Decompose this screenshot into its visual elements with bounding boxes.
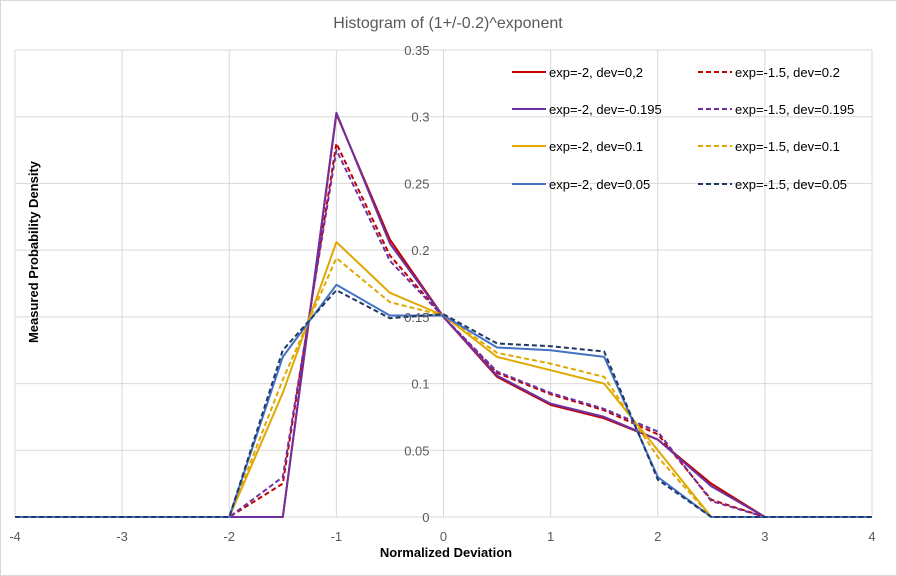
legend-label-4: exp=-1.5, dev=0.195 — [735, 102, 854, 117]
y-tick-labels: 0 0.05 0.1 0.15 0.2 0.25 0.3 0.35 — [404, 43, 429, 525]
legend-label-7: exp=-2, dev=0.05 — [549, 177, 650, 192]
series-line-5 — [15, 241, 872, 518]
legend-label-5: exp=-2, dev=0.1 — [549, 139, 643, 154]
y-tick-label: 0.15 — [404, 310, 429, 325]
series-line-6 — [15, 257, 872, 518]
legend: exp=-2, dev=0,2 exp=-1.5, dev=0.2 exp=-2, … — [512, 65, 854, 192]
legend-label-1: exp=-2, dev=0,2 — [549, 65, 643, 80]
y-tick-label: 0.2 — [411, 243, 429, 258]
x-tick-label: -4 — [9, 529, 21, 544]
x-axis-title: Normalized Deviation — [380, 545, 512, 560]
y-tick-label: 0.1 — [411, 377, 429, 392]
x-tick-label: -3 — [116, 529, 128, 544]
series-layer — [15, 111, 872, 518]
grid — [14, 49, 873, 518]
series-line-3 — [15, 111, 872, 518]
legend-label-3: exp=-2, dev=-0.195 — [549, 102, 662, 117]
x-tick-label: 0 — [440, 529, 447, 544]
legend-label-6: exp=-1.5, dev=0.1 — [735, 139, 840, 154]
legend-label-8: exp=-1.5, dev=0.05 — [735, 177, 847, 192]
chart-title: Histogram of (1+/-0.2)^exponent — [333, 15, 563, 32]
series-line-4 — [15, 149, 872, 518]
y-tick-label: 0.05 — [404, 443, 429, 458]
y-tick-label: 0.25 — [404, 176, 429, 191]
y-tick-label: 0.3 — [411, 110, 429, 125]
x-tick-label: -1 — [331, 529, 343, 544]
y-axis-title: Measured Probability Density — [26, 160, 41, 343]
series-line-8 — [15, 289, 872, 518]
x-tick-label: 3 — [761, 529, 768, 544]
x-tick-label: 2 — [654, 529, 661, 544]
x-tick-label: 4 — [868, 529, 875, 544]
legend-label-2: exp=-1.5, dev=0.2 — [735, 65, 840, 80]
x-tick-label: -2 — [223, 529, 235, 544]
series-line-7 — [15, 283, 872, 518]
y-tick-label: 0.35 — [404, 43, 429, 58]
y-tick-label: 0 — [422, 510, 429, 525]
x-tick-label: 1 — [547, 529, 554, 544]
x-tick-labels: -4 -3 -2 -1 0 1 2 3 4 — [9, 529, 875, 544]
